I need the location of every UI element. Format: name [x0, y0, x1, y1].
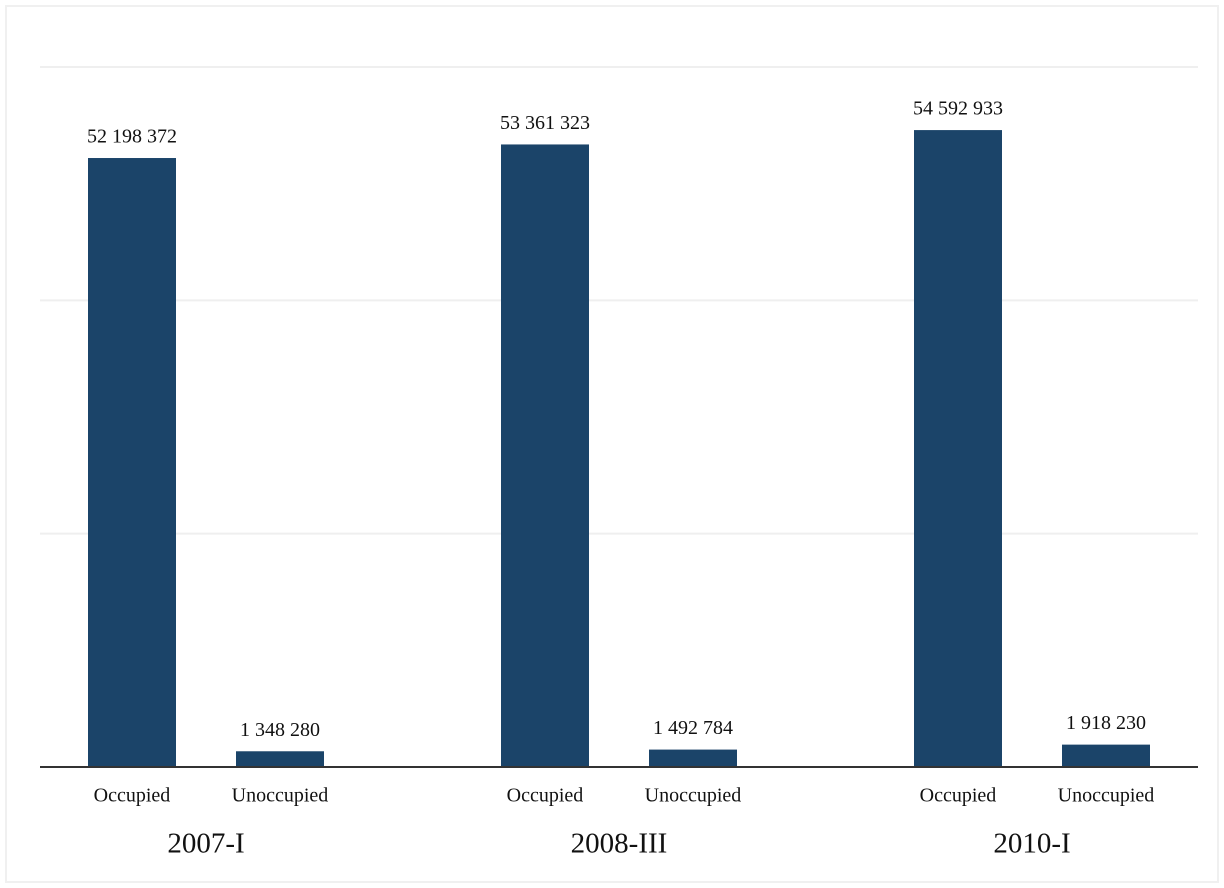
series-label: Unoccupied	[645, 785, 742, 807]
bar	[1062, 744, 1150, 767]
bar	[236, 751, 324, 767]
series-label: Occupied	[507, 785, 584, 807]
group-label: 2008-III	[571, 828, 668, 860]
value-label: 52 198 372	[87, 126, 177, 148]
value-label: 1 918 230	[1066, 712, 1146, 734]
frame	[5, 5, 1219, 883]
series-label: Unoccupied	[232, 785, 329, 807]
value-label: 53 361 323	[500, 112, 590, 134]
group-label: 2007-I	[167, 828, 244, 860]
series-label: Occupied	[920, 785, 997, 807]
bar	[501, 144, 589, 767]
group-label: 2010-I	[993, 828, 1070, 860]
value-label: 1 492 784	[653, 717, 733, 739]
value-label: 1 348 280	[240, 719, 320, 741]
bar	[914, 130, 1002, 767]
bar	[88, 158, 176, 768]
bar	[649, 749, 737, 767]
series-label: Occupied	[94, 785, 171, 807]
series-label: Unoccupied	[1058, 785, 1155, 807]
value-label: 54 592 933	[913, 98, 1003, 120]
